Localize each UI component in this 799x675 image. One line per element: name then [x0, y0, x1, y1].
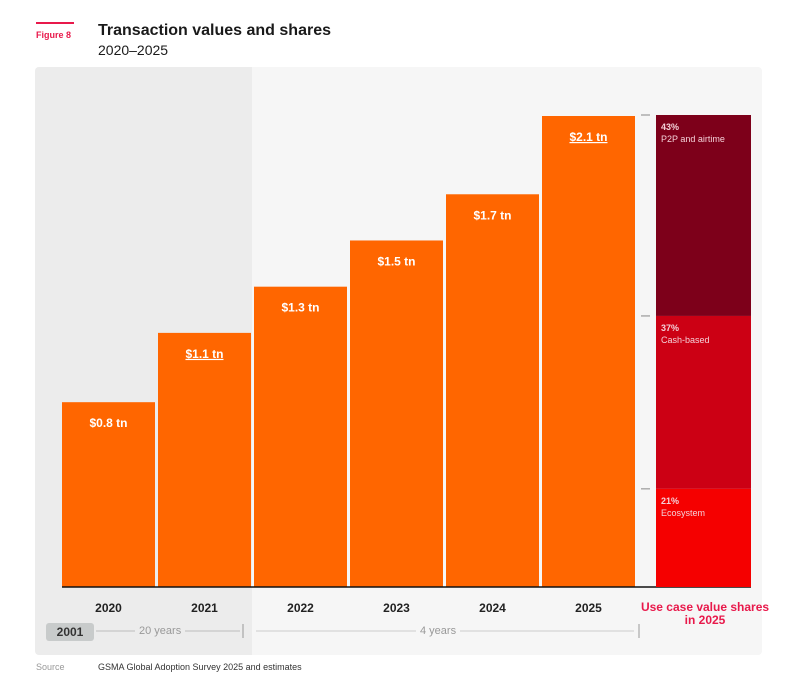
x-tick-2024: 2024: [479, 601, 506, 615]
source-text: GSMA Global Adoption Survey 2025 and est…: [98, 662, 302, 672]
x-tick-2021: 2021: [191, 601, 218, 615]
start-year-badge: 2001: [46, 623, 94, 641]
x-tick-2020: 2020: [95, 601, 122, 615]
chart-title: Transaction values and shares: [98, 22, 331, 39]
span-20-years: 20 years: [135, 625, 186, 637]
historical-shade: [35, 67, 252, 655]
x-tick-2025: 2025: [575, 601, 602, 615]
source-label: Source: [36, 662, 65, 672]
figure-label: Figure 8: [36, 30, 72, 40]
x-tick-2023: 2023: [383, 601, 410, 615]
x-tick-2022: 2022: [287, 601, 314, 615]
chart-subtitle: 2020–2025: [98, 42, 169, 58]
span-4-years: 4 years: [416, 625, 461, 637]
stack-title: Use case value shares in 2025: [640, 600, 770, 627]
figure-rule: [36, 22, 74, 24]
